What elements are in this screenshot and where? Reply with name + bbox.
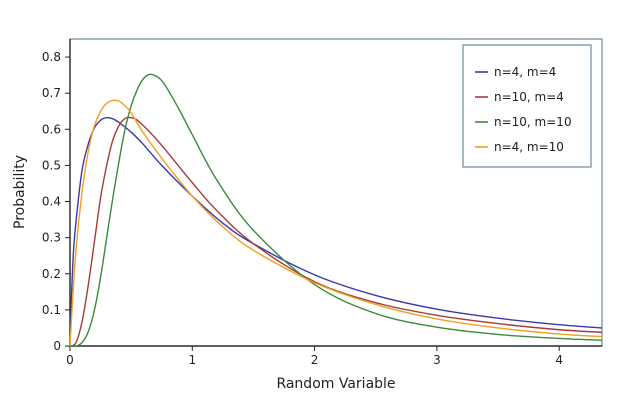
x-tick-label: 0 [66, 353, 74, 367]
y-tick-label: 0 [53, 339, 61, 353]
y-tick-label: 0.4 [42, 195, 61, 209]
y-tick-label: 0.7 [42, 86, 61, 100]
y-tick-label: 0.3 [42, 231, 61, 245]
legend-label: n=10, m=10 [494, 115, 572, 129]
y-tick-label: 0.8 [42, 50, 61, 64]
legend-label: n=4, m=10 [494, 140, 564, 154]
x-tick-label: 4 [555, 353, 563, 367]
x-axis-title: Random Variable [276, 376, 395, 392]
ticks: 0 1 2 3 4 0 0.1 0.2 0.3 0.4 0.5 0.6 0.7 0.8 [42, 50, 563, 367]
series-group [69, 73, 603, 347]
y-tick-label: 0.5 [42, 158, 61, 172]
y-tick-label: 0.1 [42, 303, 61, 317]
legend: n=4, m=4 n=10, m=4 n=10, m=10 n=4, m=10 [462, 44, 592, 168]
x-tick-label: 3 [433, 353, 441, 367]
y-tick-label: 0.2 [42, 267, 61, 281]
x-tick-label: 2 [311, 353, 319, 367]
series-line-1 [69, 116, 603, 347]
series-line-3 [69, 73, 603, 347]
legend-label: n=4, m=4 [494, 65, 556, 79]
x-tick-label: 1 [188, 353, 196, 367]
series-line-4 [69, 99, 603, 347]
legend-label: n=10, m=4 [494, 90, 564, 104]
y-tick-label: 0.6 [42, 122, 61, 136]
series-line-2 [69, 116, 603, 347]
y-axis-title: Probability [12, 155, 28, 229]
axes [69, 39, 602, 347]
